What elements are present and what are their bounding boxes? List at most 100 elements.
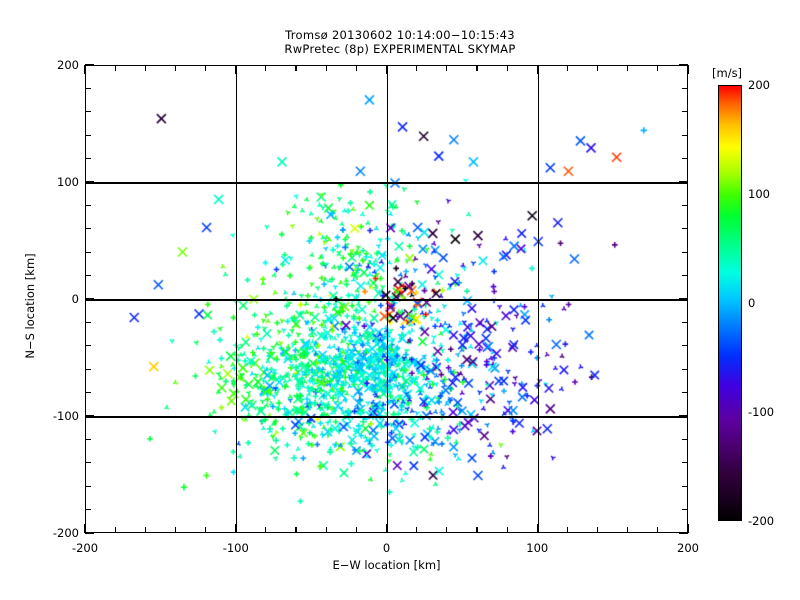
y-axis-minor-tick-right: [682, 368, 688, 370]
x-axis-minor-tick-top: [295, 65, 297, 71]
colorbar-tick-label: 0: [748, 296, 756, 310]
x-axis-minor-tick-top: [627, 65, 629, 71]
y-axis-minor-tick: [85, 345, 91, 347]
y-axis-minor-tick-right: [682, 134, 688, 136]
x-axis-minor-tick-top: [114, 65, 116, 71]
y-axis-minor-tick: [85, 462, 91, 464]
x-axis-minor-tick-top: [446, 65, 448, 71]
y-axis-minor-tick-right: [682, 438, 688, 440]
y-axis-title: N−S location [km]: [23, 253, 37, 359]
scatter-points-canvas: [86, 66, 687, 532]
y-axis-minor-tick-right: [682, 204, 688, 206]
x-axis-major-tick-top: [235, 65, 237, 74]
colorbar-tick-label: -200: [748, 514, 775, 528]
x-axis-major-tick: [84, 524, 86, 533]
x-axis-tick-label: 0: [382, 541, 391, 555]
y-axis-major-tick: [85, 64, 94, 66]
x-axis-minor-tick-top: [566, 65, 568, 71]
y-axis-minor-tick: [85, 509, 91, 511]
colorbar-tick-label: 200: [748, 78, 770, 92]
y-axis-minor-tick-right: [682, 228, 688, 230]
x-axis-minor-tick-top: [174, 65, 177, 71]
x-axis-minor-tick: [144, 527, 146, 533]
gridline-vertical: [537, 66, 539, 532]
y-axis-tick-label: 0: [71, 292, 79, 306]
y-axis-minor-tick-right: [682, 158, 688, 160]
y-axis-minor-tick-right: [682, 251, 688, 253]
x-axis-major-tick: [536, 524, 538, 533]
y-axis-minor-tick: [85, 111, 91, 113]
y-axis-minor-tick: [85, 158, 91, 160]
x-axis-major-tick-top: [536, 65, 538, 74]
x-axis-minor-tick: [325, 527, 327, 533]
x-axis-tick-label: -100: [222, 541, 249, 555]
x-axis-tick-label: 100: [526, 541, 549, 555]
y-axis-major-tick-right: [679, 298, 688, 300]
x-axis-minor-tick-top: [355, 65, 357, 71]
y-axis-minor-tick: [85, 87, 91, 89]
y-axis-minor-tick: [85, 485, 91, 487]
y-axis-tick-label: -200: [52, 526, 79, 540]
x-axis-minor-tick: [506, 527, 508, 533]
y-axis-minor-tick-right: [682, 509, 688, 511]
x-axis-minor-tick: [205, 527, 207, 533]
x-axis-minor-tick-top: [416, 65, 418, 71]
gridline-horizontal: [86, 182, 687, 184]
x-axis-minor-tick-top: [596, 65, 599, 71]
y-axis-tick-label: -100: [52, 409, 79, 423]
y-axis-minor-tick: [85, 251, 91, 253]
colorbar-tick-label: -100: [748, 405, 775, 419]
x-axis-minor-tick-top: [144, 65, 146, 71]
gridline-horizontal: [86, 416, 687, 418]
x-axis-minor-tick: [416, 527, 418, 533]
figure-title-line2: RwPretec (8p) EXPERIMENTAL SKYMAP: [284, 42, 516, 56]
figure-title-line1: Tromsø 20130602 10:14:00−10:15:43: [285, 28, 515, 42]
x-axis-major-tick-top: [84, 65, 86, 74]
y-axis-minor-tick: [85, 368, 91, 370]
x-axis-minor-tick-top: [476, 65, 478, 71]
y-axis-minor-tick-right: [682, 87, 688, 89]
x-axis-minor-tick-top: [265, 65, 267, 71]
x-axis-minor-tick-top: [205, 65, 207, 71]
gridline-vertical: [386, 66, 389, 532]
y-axis-minor-tick: [85, 438, 91, 440]
x-axis-minor-tick: [476, 527, 478, 533]
x-axis-tick-label: -200: [71, 541, 99, 555]
y-axis-major-tick-right: [679, 415, 688, 417]
gridline-vertical: [236, 66, 238, 532]
x-axis-major-tick: [385, 524, 388, 533]
y-axis-minor-tick: [85, 321, 91, 323]
x-axis-minor-tick: [174, 527, 177, 533]
x-axis-minor-tick: [295, 527, 297, 533]
colorbar: [718, 85, 742, 521]
y-axis-minor-tick: [85, 228, 91, 230]
x-axis-minor-tick-top: [506, 65, 508, 71]
y-axis-major-tick: [85, 181, 94, 183]
x-axis-minor-tick-top: [325, 65, 327, 71]
x-axis-minor-tick: [596, 527, 599, 533]
x-axis-major-tick: [235, 524, 237, 533]
x-axis-title: E−W location [km]: [332, 558, 441, 572]
y-axis-major-tick: [85, 415, 94, 417]
colorbar-gradient: [718, 85, 742, 521]
x-axis-minor-tick: [657, 527, 659, 533]
y-axis-minor-tick-right: [682, 321, 688, 323]
y-axis-minor-tick-right: [682, 111, 688, 113]
x-axis-minor-tick: [355, 527, 357, 533]
y-axis-minor-tick: [85, 392, 91, 394]
y-axis-major-tick-right: [679, 181, 688, 183]
y-axis-minor-tick-right: [682, 345, 688, 347]
y-axis-minor-tick: [85, 204, 91, 206]
x-axis-minor-tick: [627, 527, 629, 533]
x-axis-tick-label: 200: [677, 541, 699, 555]
x-axis-major-tick: [687, 524, 689, 533]
y-axis-tick-label: 100: [57, 175, 79, 189]
y-axis-major-tick-right: [679, 64, 688, 66]
y-axis-minor-tick-right: [682, 392, 688, 394]
y-axis-major-tick: [85, 532, 94, 534]
x-axis-major-tick-top: [385, 65, 388, 74]
colorbar-tick-label: 100: [748, 187, 770, 201]
y-axis-minor-tick: [85, 275, 91, 277]
colorbar-unit-label: [m/s]: [712, 66, 743, 80]
